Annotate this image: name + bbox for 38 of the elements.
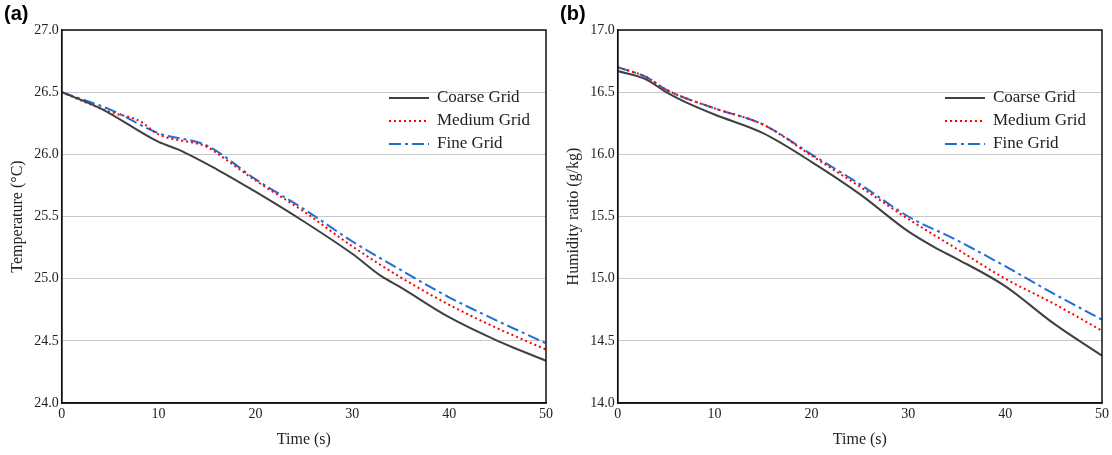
y-tick-label: 26.5 <box>34 83 59 99</box>
x-tick-label: 40 <box>998 406 1013 422</box>
y-tick-label: 25.5 <box>34 208 59 224</box>
x-tick-label: 20 <box>248 406 263 422</box>
x-tick-label: 10 <box>151 406 166 422</box>
x-tick-label: 50 <box>539 406 553 422</box>
x-tick-label: 40 <box>442 406 457 422</box>
y-axis-title: Humidity ratio (g/kg) <box>563 147 582 286</box>
x-tick-label: 50 <box>1095 406 1109 422</box>
y-tick-label: 25.0 <box>34 270 59 286</box>
x-axis-title: Time (s) <box>276 429 331 448</box>
x-axis-title: Time (s) <box>832 429 887 448</box>
legend-label: Fine Grid <box>992 133 1060 153</box>
x-tick-label: 20 <box>804 406 819 422</box>
x-tick-label: 30 <box>345 406 360 422</box>
y-tick-label: 17.0 <box>590 21 615 37</box>
legend-label: Coarse Grid <box>992 87 1077 107</box>
chart-title: (a) <box>4 2 29 25</box>
legend-label: Fine Grid <box>436 133 504 153</box>
y-tick-label: 27.0 <box>34 21 59 37</box>
y-axis-title: Temperature (°C) <box>7 160 26 273</box>
legend-label: Coarse Grid <box>436 87 521 107</box>
x-tick-label: 0 <box>614 406 622 422</box>
y-tick-label: 16.5 <box>590 83 615 99</box>
y-tick-label: 14.5 <box>590 332 615 348</box>
y-tick-label: 26.0 <box>34 146 59 162</box>
x-tick-label: 30 <box>901 406 916 422</box>
y-tick-label: 15.0 <box>590 270 615 286</box>
y-tick-label: 14.0 <box>590 394 615 410</box>
chart-title: (b) <box>560 2 586 25</box>
x-tick-label: 0 <box>58 406 66 422</box>
y-tick-label: 24.0 <box>34 394 59 410</box>
y-tick-label: 16.0 <box>590 146 615 162</box>
y-tick-label: 15.5 <box>590 208 615 224</box>
legend-label: Medium Grid <box>436 110 531 130</box>
x-tick-label: 10 <box>707 406 722 422</box>
legend-label: Medium Grid <box>992 110 1087 130</box>
y-tick-label: 24.5 <box>34 332 59 348</box>
